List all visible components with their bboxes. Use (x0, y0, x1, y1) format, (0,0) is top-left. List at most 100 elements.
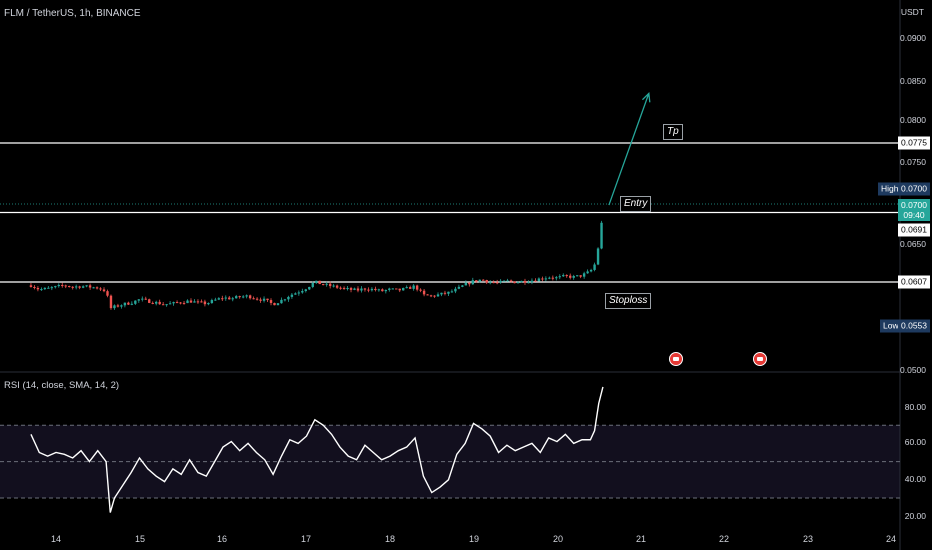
stoploss-annotation[interactable]: Stoploss (605, 293, 652, 309)
candle-body (562, 275, 565, 277)
price-axis-tick: 0.0800 (900, 115, 926, 125)
candle-body (475, 280, 478, 282)
candle-body (231, 298, 234, 300)
candle-body (377, 289, 381, 291)
candle-body (252, 298, 255, 300)
candle-body (123, 302, 127, 306)
candle-body (113, 305, 116, 309)
candle-body (384, 289, 388, 292)
candle-body (196, 301, 200, 303)
candle-body (349, 288, 353, 290)
candle-body (422, 290, 426, 295)
candle-body (593, 264, 596, 270)
candle-body (294, 293, 297, 295)
candle-body (586, 271, 589, 274)
candle-body (172, 302, 175, 304)
candle-body (360, 288, 363, 291)
candle-body (290, 294, 294, 297)
candle-body (95, 287, 99, 289)
candle-body (186, 300, 189, 304)
time-axis-tick: 23 (802, 534, 814, 544)
candle-body (283, 299, 287, 301)
candle-body (165, 304, 168, 306)
candle-body (600, 222, 603, 249)
candle-body (335, 285, 339, 288)
candle-body (569, 275, 572, 278)
high-price-tag: 0.0700 (898, 182, 930, 196)
candle-body (297, 292, 301, 294)
time-axis-tick: 22 (718, 534, 730, 544)
candle-body (61, 285, 64, 287)
candle-body (287, 296, 290, 300)
candle-body (471, 280, 475, 285)
candle-body (224, 297, 227, 299)
candle-body (88, 285, 92, 288)
rsi-axis-tick: 40.00 (904, 474, 926, 484)
candle-body (92, 287, 95, 289)
time-axis-tick: 14 (50, 534, 62, 544)
candle-body (40, 289, 43, 291)
candle-body (461, 285, 464, 287)
candle-body (325, 283, 328, 285)
event-marker-icon[interactable] (669, 352, 683, 366)
candle-body (388, 288, 391, 290)
candle-body (429, 295, 433, 297)
candle-body (353, 288, 356, 290)
candle-body (495, 282, 499, 284)
candle-body (248, 295, 252, 299)
candle-body (276, 303, 280, 306)
candle-body (523, 280, 527, 283)
candle-body (36, 287, 40, 290)
candle-body (454, 288, 457, 292)
event-marker-icon[interactable] (753, 352, 767, 366)
tp-price-tag: 0.0775 (898, 136, 930, 150)
candle-body (241, 296, 245, 298)
candle-body (328, 283, 332, 287)
candle-body (415, 285, 419, 290)
candle-body (109, 295, 113, 309)
candle-body (464, 282, 468, 286)
candle-body (203, 301, 207, 305)
candle-body (447, 291, 450, 294)
candle-body (137, 299, 141, 301)
candle-body (175, 302, 179, 304)
candle-body (158, 301, 161, 305)
symbol-title[interactable]: FLM / TetherUS, 1h, BINANCE (4, 8, 141, 19)
candle-body (273, 302, 276, 306)
entry-annotation[interactable]: Entry (620, 196, 652, 212)
candle-body (29, 285, 33, 287)
time-axis-tick: 24 (885, 534, 897, 544)
candle-body (363, 288, 367, 290)
candle-body (370, 288, 374, 291)
candle-body (311, 282, 314, 287)
candle-body (189, 300, 193, 303)
candle-body (551, 277, 555, 279)
candle-body (419, 289, 422, 291)
candle-body (221, 298, 224, 300)
candle-body (130, 303, 134, 305)
candle-body (238, 296, 241, 298)
price-axis-tick: 0.0650 (900, 239, 926, 249)
tp-annotation[interactable]: Tp (663, 124, 683, 140)
candle-body (502, 280, 506, 282)
candle-body (426, 294, 429, 296)
candle-body (589, 269, 593, 272)
candle-body (214, 299, 217, 301)
candle-body (499, 280, 502, 283)
candle-body (506, 280, 509, 282)
candle-body (245, 295, 248, 297)
candle-body (301, 291, 304, 293)
candle-body (346, 288, 349, 290)
candle-body (332, 285, 335, 287)
candle-body (116, 305, 120, 307)
candle-body (81, 286, 85, 288)
rsi-indicator-title[interactable]: RSI (14, close, SMA, 14, 2) (4, 380, 120, 391)
candle-body (534, 280, 537, 282)
candle-body (478, 279, 481, 282)
candle-body (516, 282, 520, 284)
candle-body (99, 288, 102, 290)
candle-body (71, 286, 74, 288)
candle-body (381, 289, 384, 292)
candle-body (408, 287, 412, 289)
